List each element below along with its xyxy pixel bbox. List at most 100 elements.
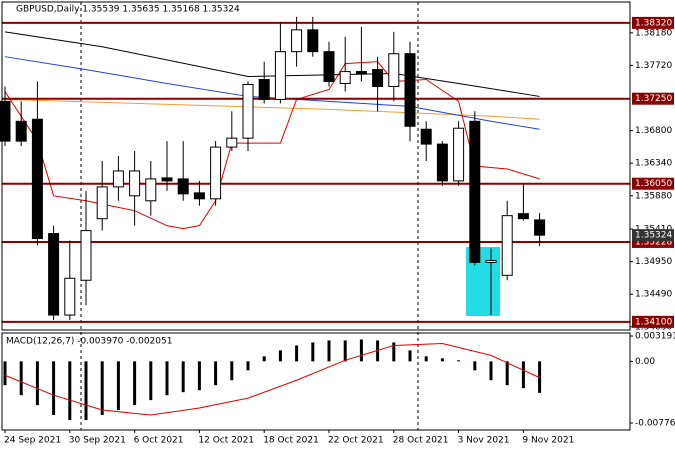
candle-body: [161, 177, 173, 182]
indicator-line: [4, 31, 540, 97]
macd-bar: [181, 361, 185, 393]
candle-body: [291, 29, 303, 53]
y-tick-label: 1.34490: [635, 290, 672, 300]
plot-area: [0, 16, 633, 433]
macd-bar: [489, 361, 493, 381]
macd-bar: [505, 361, 509, 386]
x-tick-label: 24 Sep 2021: [4, 436, 61, 446]
candle-body: [15, 120, 27, 142]
macd-bar: [19, 361, 23, 396]
x-tick-label: 30 Sep 2021: [69, 436, 126, 446]
level-label-box: [632, 16, 674, 29]
macd-bar: [84, 361, 88, 421]
level-label-box: [632, 177, 674, 190]
candle-body: [96, 186, 108, 220]
candle-body: [0, 100, 11, 142]
macd-bar: [230, 361, 234, 381]
candle-body: [307, 29, 319, 53]
candle-body: [323, 51, 335, 82]
candle-body: [534, 219, 546, 236]
candle-body: [242, 83, 254, 139]
macd-bar: [392, 342, 396, 362]
candle-body: [80, 230, 92, 281]
candle-body: [210, 146, 222, 200]
macd-bar: [327, 340, 331, 362]
macd-bar: [343, 340, 347, 362]
x-tick-label: 9 Nov 2021: [522, 436, 574, 446]
x-tick-label: 12 Oct 2021: [198, 436, 254, 446]
macd-bar: [3, 361, 7, 386]
macd-bar: [68, 361, 72, 421]
y-tick-label: 1.36340: [635, 159, 672, 169]
macd-bar: [295, 345, 299, 362]
macd-bar: [197, 361, 201, 391]
macd-bar: [311, 342, 315, 362]
macd-bar: [278, 350, 282, 362]
macd-bar: [165, 361, 169, 396]
y-tick-label: 0.003191: [635, 332, 675, 342]
x-tick-label: 6 Oct 2021: [134, 436, 184, 446]
level-label-box: [632, 92, 674, 105]
macd-bar: [457, 360, 461, 362]
y-tick-label: 1.37720: [635, 61, 672, 71]
candle-body: [501, 215, 513, 276]
y-tick-label: 1.34950: [635, 257, 672, 267]
indicator-line: [4, 61, 540, 230]
candle-body: [372, 69, 384, 88]
candle-body: [177, 178, 189, 195]
level-label: 1.35228: [635, 237, 672, 247]
main-frame: [1, 1, 631, 331]
macd-frame: [1, 332, 631, 431]
macd-bar: [52, 361, 56, 416]
candle-body: [226, 137, 238, 148]
macd-title: MACD(12,26,7) -0.003970 -0.002051: [6, 337, 172, 347]
candle-body: [436, 143, 448, 182]
candle-body: [112, 170, 124, 188]
y-tick-label: -0.007763: [635, 419, 675, 429]
chart-title: GBPUSD,Daily 1.35539 1.35635 1.35168 1.3…: [16, 5, 240, 15]
x-tick-label: 22 Oct 2021: [328, 436, 384, 446]
x-tick-label: 18 Oct 2021: [263, 436, 319, 446]
candle-body: [145, 178, 157, 202]
candle-body: [469, 120, 481, 263]
macd-bar: [116, 361, 120, 411]
candle-body: [64, 277, 76, 316]
x-tick-label: 28 Oct 2021: [393, 436, 449, 446]
candle-body: [193, 192, 205, 200]
macd-bar: [35, 361, 39, 406]
macd-bar: [424, 356, 428, 362]
candle-body: [258, 79, 270, 100]
indicator-line: [4, 98, 540, 120]
candle-body: [31, 118, 43, 240]
macd-bar: [359, 339, 363, 362]
candle-body: [129, 170, 141, 197]
macd-bar: [133, 361, 137, 406]
candle-body: [388, 53, 400, 88]
candle-body: [517, 213, 529, 220]
level-label: 1.38320: [635, 18, 672, 28]
y-tick-label: 1.35880: [635, 191, 672, 201]
y-tick-label: 0.00: [635, 357, 655, 367]
candle-body: [355, 71, 367, 75]
candle-body: [48, 233, 60, 316]
candle-body: [404, 53, 416, 127]
level-label: 1.34100: [635, 317, 672, 327]
candle-body: [420, 128, 432, 145]
macd-bar: [521, 361, 525, 389]
macd-bar: [246, 361, 250, 371]
macd-bar: [440, 358, 444, 362]
level-label: 1.37250: [635, 94, 672, 104]
last-price-box: [632, 229, 674, 242]
candle-body: [339, 71, 351, 84]
candle-body: [274, 51, 286, 100]
y-tick-label: 1.38180: [635, 28, 672, 38]
macd-bar: [214, 361, 218, 386]
macd-bar: [473, 361, 477, 371]
last-price-label: 1.35324: [635, 231, 672, 241]
macd-bar: [408, 350, 412, 362]
y-tick-label: 1.36800: [635, 126, 672, 136]
candle-body: [453, 127, 465, 182]
macd-bar: [149, 361, 153, 401]
macd-bar: [262, 356, 266, 362]
